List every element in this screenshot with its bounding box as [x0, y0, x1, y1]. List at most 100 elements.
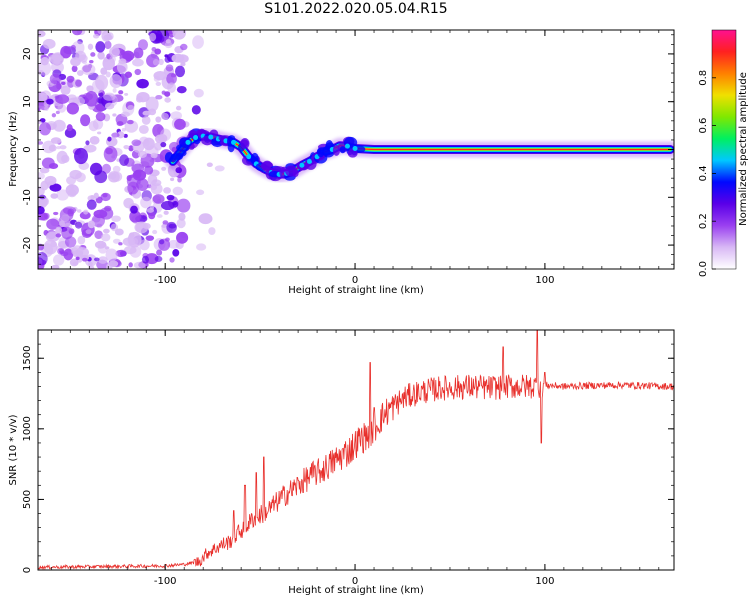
noise-blob [174, 118, 186, 130]
noise-blob [142, 223, 151, 230]
noise-blob [170, 111, 183, 121]
colorbar: 0.0 0.2 0.4 0.6 0.8 Normalized spectral ampl… [698, 29, 749, 277]
noise-blob [153, 70, 167, 81]
ridge-hotspot [299, 162, 305, 168]
noise-blob [38, 172, 45, 180]
noise-blob [107, 136, 112, 142]
colorbar-ticks: 0.0 0.2 0.4 0.6 0.8 [698, 70, 716, 277]
snr-x-tick-label: 100 [535, 576, 554, 587]
ridge-hotspot [208, 134, 214, 140]
noise-blob [171, 53, 185, 63]
noise-blob [109, 46, 120, 58]
snr-x-axis-label: Height of straight line (km) [288, 585, 424, 596]
noise-blob [108, 173, 117, 180]
noise-blob [141, 115, 151, 125]
noise-blob [61, 226, 73, 240]
noise-blob [60, 45, 72, 59]
noise-blob [112, 113, 117, 117]
noise-blob [83, 144, 97, 153]
spectrogram-ridge [164, 128, 674, 183]
noise-blob [120, 49, 126, 55]
noise-blob [60, 214, 70, 222]
noise-blob [114, 228, 124, 236]
noise-blob [149, 205, 155, 210]
noise-blob [166, 221, 177, 233]
colorbar-tick-label: 0.6 [698, 118, 709, 134]
colorbar-tick-label: 0.8 [698, 70, 709, 86]
noise-blob [38, 92, 48, 102]
noise-blob [87, 261, 93, 267]
noise-blob [206, 162, 213, 168]
noise-blob [144, 165, 154, 175]
snr-series-line [38, 330, 674, 570]
noise-blob [83, 209, 89, 215]
noise-blob [64, 127, 77, 139]
noise-blob [177, 177, 182, 183]
noise-blob [103, 92, 116, 101]
noise-blob [152, 58, 160, 66]
noise-blob [126, 175, 132, 182]
noise-blob [71, 30, 83, 36]
noise-blob [38, 196, 50, 207]
snr-x-tick-label: 0 [352, 576, 358, 587]
noise-blob [198, 213, 213, 225]
noise-blob [71, 247, 78, 254]
noise-blob [60, 85, 71, 95]
noise-blob [70, 57, 81, 67]
ridge-blob [339, 146, 346, 154]
spectrogram-y-tick-label: -20 [22, 237, 33, 253]
snr-y-tick-label: 1000 [22, 416, 33, 441]
noise-blob [72, 261, 79, 266]
noise-blob [89, 265, 95, 269]
spectrogram-image [38, 30, 674, 269]
noise-blob [84, 90, 98, 107]
noise-blob [172, 248, 180, 257]
noise-blob [128, 145, 134, 152]
noise-blob [38, 119, 42, 125]
noise-blob [123, 133, 128, 138]
noise-blob [171, 30, 178, 34]
noise-blob [87, 220, 95, 229]
noise-blob [77, 235, 86, 245]
noise-blob [82, 257, 88, 262]
noise-blob [97, 243, 108, 254]
noise-blob [56, 150, 68, 164]
noise-blob [63, 248, 74, 261]
ridge-blob [240, 137, 250, 149]
spectrogram-x-tick-label: 0 [352, 275, 358, 286]
noise-blob [160, 200, 175, 211]
noise-blob [119, 154, 129, 166]
noise-blob [38, 206, 45, 215]
noise-blob [104, 205, 112, 212]
noise-blob [131, 163, 145, 174]
noise-blob [118, 242, 123, 246]
noise-blob [167, 82, 177, 93]
noise-blob [118, 58, 127, 65]
noise-blob [89, 59, 94, 64]
noise-blob [69, 184, 75, 189]
noise-blob [208, 227, 216, 236]
snr-y-ticks: 0 500 1000 1500 [22, 329, 674, 573]
noise-blob [64, 236, 77, 248]
noise-blob [38, 141, 44, 145]
noise-blob [145, 96, 159, 112]
noise-blob [59, 220, 65, 228]
noise-blob [136, 178, 149, 191]
noise-blob [102, 193, 108, 198]
noise-blob [155, 95, 163, 100]
ridge-hotspot [306, 158, 312, 164]
ridge-blob [226, 136, 234, 147]
noise-blob [51, 113, 57, 118]
noise-blob [180, 62, 186, 67]
spectrogram-x-tick-label: 100 [535, 275, 554, 286]
noise-blob [148, 211, 156, 220]
noise-blob [136, 92, 150, 103]
noise-blob [121, 127, 126, 132]
noise-blob [111, 215, 121, 222]
noise-blob [145, 235, 155, 241]
noise-blob [133, 47, 144, 59]
noise-blob [130, 205, 138, 214]
noise-blob [81, 63, 96, 76]
noise-blob [46, 98, 54, 105]
noise-blob [176, 198, 191, 213]
